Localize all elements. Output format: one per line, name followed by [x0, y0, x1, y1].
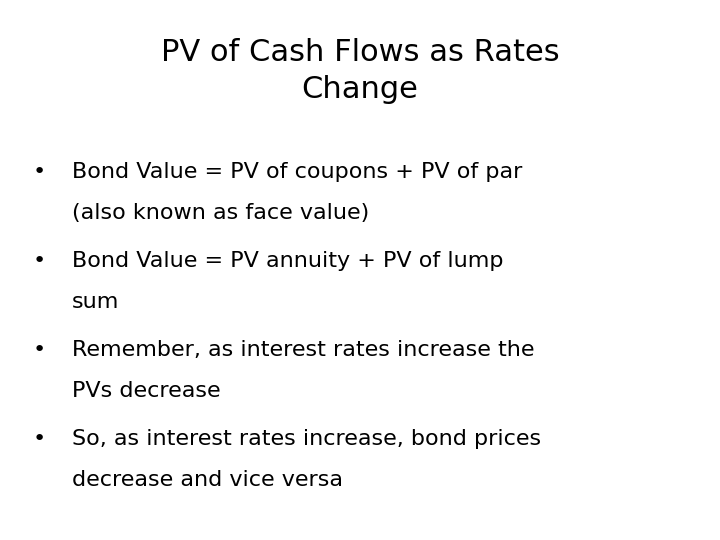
Text: sum: sum: [72, 292, 120, 312]
Text: •: •: [33, 251, 46, 271]
Text: Bond Value = PV of coupons + PV of par: Bond Value = PV of coupons + PV of par: [72, 162, 523, 182]
Text: decrease and vice versa: decrease and vice versa: [72, 470, 343, 490]
Text: Remember, as interest rates increase the: Remember, as interest rates increase the: [72, 340, 534, 360]
Text: PV of Cash Flows as Rates
Change: PV of Cash Flows as Rates Change: [161, 38, 559, 104]
Text: Bond Value = PV annuity + PV of lump: Bond Value = PV annuity + PV of lump: [72, 251, 503, 271]
Text: So, as interest rates increase, bond prices: So, as interest rates increase, bond pri…: [72, 429, 541, 449]
Text: •: •: [33, 340, 46, 360]
Text: (also known as face value): (also known as face value): [72, 202, 369, 222]
Text: PVs decrease: PVs decrease: [72, 381, 220, 401]
Text: •: •: [33, 429, 46, 449]
Text: •: •: [33, 162, 46, 182]
